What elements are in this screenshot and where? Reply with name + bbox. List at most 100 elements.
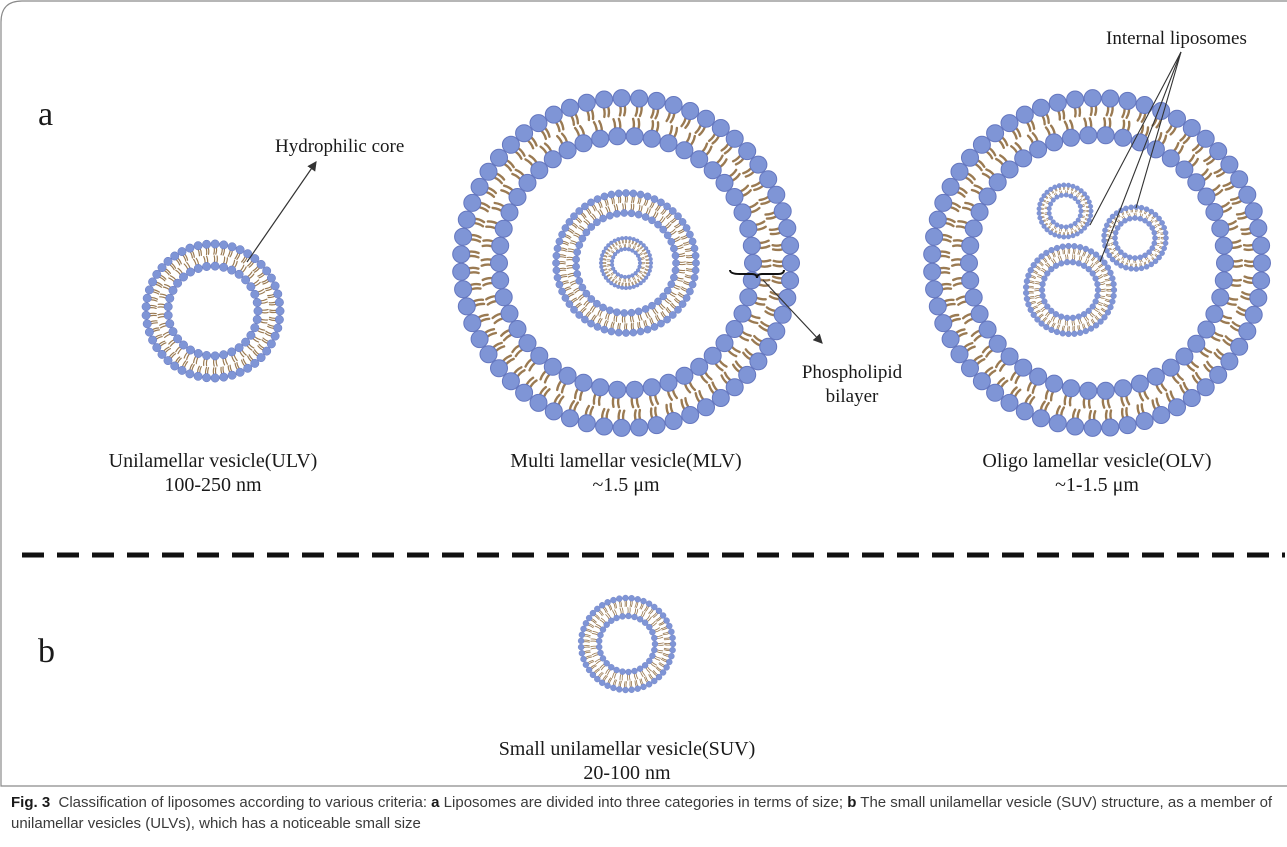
lipid-head xyxy=(1114,245,1121,251)
lipid-head xyxy=(1113,128,1133,147)
lipid-head xyxy=(607,327,616,336)
lipid-head xyxy=(645,681,653,688)
lipid-head xyxy=(625,127,644,146)
lipid-head xyxy=(629,328,638,337)
lipid-head xyxy=(274,297,284,307)
lipid-head xyxy=(1034,257,1041,264)
lipid-head xyxy=(1080,311,1088,318)
lipid-head xyxy=(675,141,694,160)
lipid-head xyxy=(202,262,212,271)
lipid-head xyxy=(1046,210,1052,216)
lipid-head xyxy=(627,236,632,241)
lipid-head xyxy=(725,319,744,339)
lipid-head xyxy=(1118,416,1137,435)
lipid-head xyxy=(595,90,614,109)
lipid-head xyxy=(1014,358,1033,377)
lipid-head xyxy=(1094,292,1101,299)
lipid-head xyxy=(202,239,212,249)
lipid-head xyxy=(599,303,607,312)
lipid-head xyxy=(738,365,757,384)
lipid-head xyxy=(1138,265,1145,272)
lipid-head xyxy=(619,668,626,675)
ulv-vesicle xyxy=(141,239,285,383)
lipid-head xyxy=(1104,264,1111,271)
lipid-head xyxy=(614,328,623,337)
lipid-head xyxy=(1132,215,1138,221)
lipid-head xyxy=(1059,330,1066,337)
lipid-head xyxy=(1075,313,1082,320)
lipid-head xyxy=(1039,292,1046,299)
lipid-head xyxy=(1143,264,1150,270)
lipid-head xyxy=(622,329,630,337)
lipid-head xyxy=(1109,256,1116,263)
lipid-head xyxy=(250,358,260,368)
lipid-head xyxy=(1104,222,1110,228)
lipid-head xyxy=(1077,244,1084,251)
lipid-head xyxy=(650,323,659,331)
lipid-head xyxy=(578,234,587,243)
lipid-head xyxy=(235,367,245,377)
lipid-head xyxy=(648,216,656,225)
lipid-head xyxy=(928,210,947,229)
lipid-head xyxy=(1077,329,1084,336)
lipid-head xyxy=(1094,286,1102,294)
lipid-head xyxy=(608,617,615,624)
lipid-head xyxy=(593,195,602,203)
lipid-head xyxy=(1161,358,1180,377)
lipid-head xyxy=(950,162,969,181)
lipid-head xyxy=(235,245,245,255)
lipid-head xyxy=(934,314,953,333)
bilayer-label-line1: Phospholipid xyxy=(802,362,903,383)
lipid-head xyxy=(1078,208,1084,214)
lipid-head xyxy=(1036,206,1042,212)
lipid-head xyxy=(601,272,606,277)
lipid-head xyxy=(157,263,167,273)
lipid-head xyxy=(555,237,564,246)
lipid-head xyxy=(1066,182,1071,188)
lipid-head xyxy=(1148,208,1155,215)
lipid-head xyxy=(1152,101,1171,121)
lipid-head xyxy=(666,622,673,630)
lipid-head xyxy=(1025,301,1032,308)
lipid-head xyxy=(1230,337,1249,356)
lipid-head xyxy=(1205,202,1224,222)
lipid-head xyxy=(168,285,178,295)
lipid-head xyxy=(1092,275,1099,282)
lipid-head xyxy=(626,247,631,252)
lipid-head xyxy=(1175,347,1194,366)
lipid-head xyxy=(580,655,587,663)
lipid-head xyxy=(615,249,620,254)
lipid-head xyxy=(1162,240,1169,246)
lipid-head xyxy=(273,323,283,333)
lipid-head xyxy=(1114,225,1121,231)
lipid-head xyxy=(193,241,203,251)
lipid-head xyxy=(668,628,675,635)
lipid-head xyxy=(219,262,229,272)
olv-size: ~1-1.5 μm xyxy=(1055,474,1139,496)
caption-intro: Classification of liposomes according to… xyxy=(58,794,432,811)
lipid-head xyxy=(501,372,520,391)
lipid-head xyxy=(558,230,566,239)
lipid-head xyxy=(1063,192,1069,198)
lipid-head xyxy=(577,643,585,651)
lipid-head xyxy=(1045,374,1064,393)
lipid-head xyxy=(575,241,584,249)
lipid-head xyxy=(599,257,604,262)
lipid-head xyxy=(630,273,635,278)
internal-pointer-1 xyxy=(1089,51,1182,226)
lipid-head xyxy=(1075,217,1081,223)
lipid-head xyxy=(1106,217,1113,224)
lipid-head xyxy=(638,240,643,245)
lipid-head xyxy=(636,190,645,199)
lipid-head xyxy=(1065,330,1072,338)
lipid-head xyxy=(1102,227,1108,233)
lipid-head xyxy=(1122,217,1128,224)
lipid-head xyxy=(202,373,212,383)
lipid-head xyxy=(659,225,668,234)
lipid-head xyxy=(1066,234,1071,240)
lipid-head xyxy=(1082,328,1089,335)
lipid-head xyxy=(157,349,167,359)
lipid-head xyxy=(649,629,656,636)
lipid-head xyxy=(552,266,561,275)
